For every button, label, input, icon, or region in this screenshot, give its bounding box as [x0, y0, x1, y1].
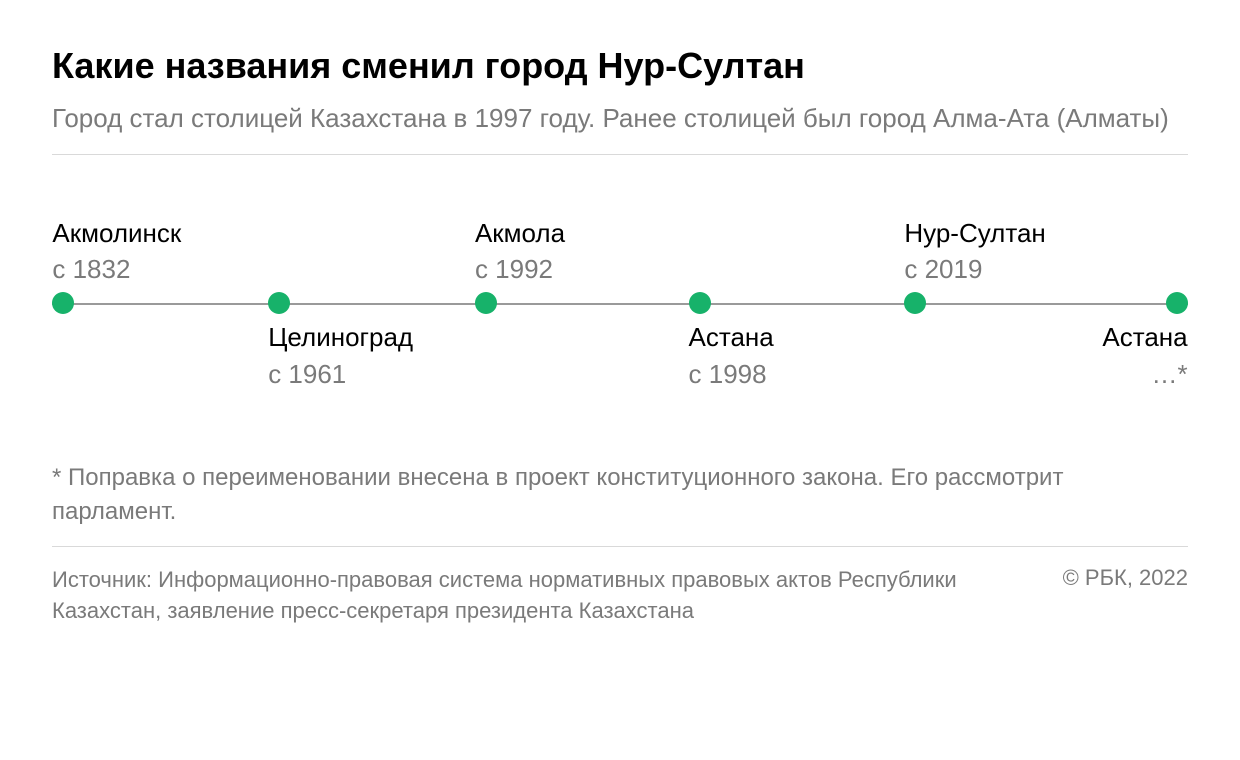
timeline-label: Целиноградс 1961	[268, 303, 413, 392]
timeline-point-name: Астана	[1102, 319, 1187, 355]
source-text: Источник: Информационно-правовая система…	[52, 565, 1003, 627]
timeline-point-name: Акмолинск	[52, 215, 181, 251]
timeline-label: Нур-Султанс 2019	[904, 215, 1045, 304]
timeline-point-name: Нур-Султан	[904, 215, 1045, 251]
timeline: Акмолинскс 1832Целиноградс 1961Акмолас 1…	[52, 163, 1188, 443]
infographic-container: Какие названия сменил город Нур-Султан Г…	[0, 0, 1240, 760]
timeline-point-name: Целиноград	[268, 319, 413, 355]
timeline-point-date: …*	[1102, 356, 1187, 392]
timeline-line	[52, 303, 1188, 305]
subtitle: Город стал столицей Казахстана в 1997 го…	[52, 101, 1188, 136]
divider-bottom	[52, 546, 1188, 547]
timeline-label: Астана…*	[1102, 303, 1187, 392]
timeline-point-date: с 2019	[904, 251, 1045, 287]
copyright-text: © РБК, 2022	[1063, 565, 1188, 591]
title: Какие названия сменил город Нур-Султан	[52, 44, 1188, 87]
footnote: * Поправка о переименовании внесена в пр…	[52, 461, 1188, 528]
timeline-point-name: Акмола	[475, 215, 565, 251]
timeline-point-date: с 1832	[52, 251, 181, 287]
timeline-point-name: Астана	[689, 319, 774, 355]
timeline-point-date: с 1992	[475, 251, 565, 287]
timeline-label: Акмолинскс 1832	[52, 215, 181, 304]
timeline-label: Акмолас 1992	[475, 215, 565, 304]
divider-top	[52, 154, 1188, 155]
timeline-point-date: с 1961	[268, 356, 413, 392]
timeline-label: Астанас 1998	[689, 303, 774, 392]
timeline-point-date: с 1998	[689, 356, 774, 392]
bottom-row: Источник: Информационно-правовая система…	[52, 565, 1188, 627]
